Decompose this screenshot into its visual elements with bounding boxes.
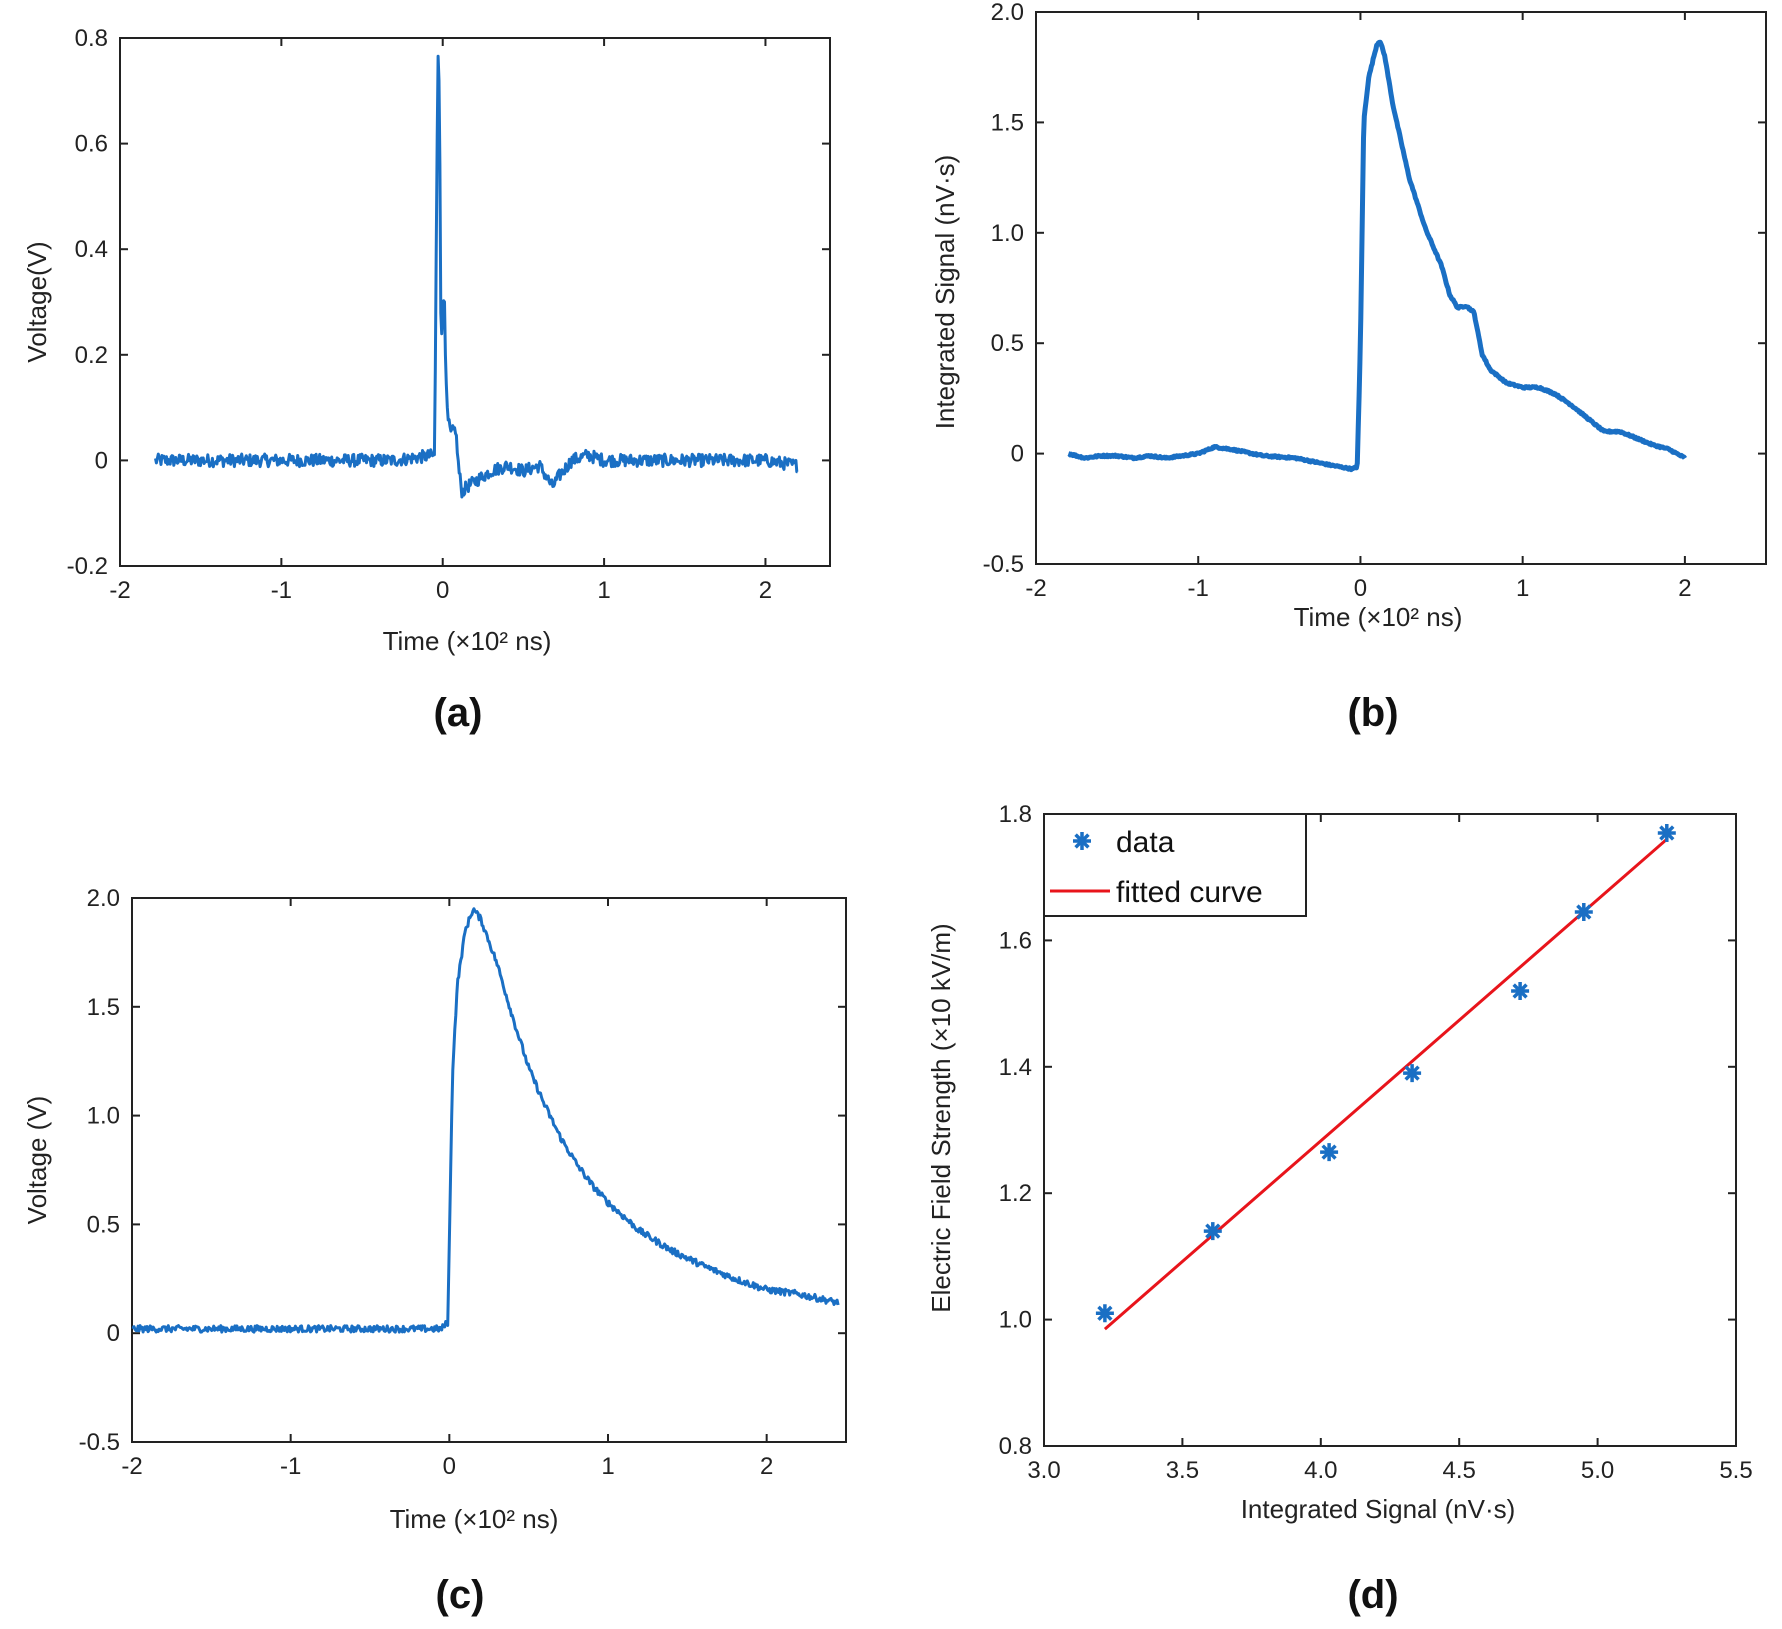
- panel-a-ytick-label: 0.8: [75, 25, 108, 52]
- panel-c: -2 -1 0 1 2 -0.5 0 0.5 1.0 1.5 2.0 Time (×10² ns)…: [22, 885, 847, 1617]
- panel-b-plot-area: [1035, 11, 1767, 565]
- panel-c-xlabel: Time (×10² ns): [390, 1504, 559, 1534]
- panel-b-xtick-label: 1: [1516, 575, 1529, 602]
- panel-d: 3.0 3.5 4.0 4.5 5.0 5.5 0.8 1.0 1.2 1.4 1.6 1.8 da…: [926, 801, 1753, 1617]
- panel-a-xtick-label: -2: [109, 577, 130, 604]
- panel-d-fit-line: [1103, 838, 1668, 1331]
- panel-d-xtick-label: 5.0: [1581, 1457, 1614, 1484]
- panel-b-ytick-label: 1.0: [991, 220, 1024, 247]
- panel-d-scatter-points: [1095, 824, 1676, 1323]
- panel-d-legend-star-glyph: [1073, 832, 1091, 850]
- panel-b-ytick-label: -0.5: [983, 551, 1024, 578]
- panel-b-xtick-label: -1: [1188, 575, 1209, 602]
- panel-d-data-point: [1657, 824, 1676, 842]
- panel-b-ytick-label: 0.5: [991, 330, 1024, 357]
- panel-b: -2 -1 0 1 2 -0.5 0 0.5 1.0 1.5 2.0 Time (×10² ns)…: [930, 0, 1767, 735]
- panel-b-xtick-label: 2: [1678, 575, 1691, 602]
- panel-c-plot-area: [131, 897, 847, 1443]
- panel-b-ylabel: Integrated Signal (nV·s): [930, 155, 960, 430]
- panel-d-ylabel: Electric Field Strength (×10 kV/m): [926, 923, 956, 1312]
- panel-c-yticks: -0.5 0 0.5 1.0 1.5 2.0: [79, 885, 846, 1456]
- panel-d-ytick-label: 0.8: [999, 1433, 1032, 1460]
- panel-a-xtick-label: 1: [597, 577, 610, 604]
- panel-b-ytick-label: 2.0: [991, 0, 1024, 26]
- panel-d-data-point: [1403, 1064, 1422, 1083]
- panel-c-xtick-label: 0: [443, 1453, 456, 1480]
- panel-d-data-point: [1320, 1143, 1339, 1162]
- panel-d-ytick-label: 1.8: [999, 801, 1032, 828]
- panel-b-xtick-label: -2: [1025, 575, 1046, 602]
- panel-d-data-point: [1574, 903, 1593, 921]
- panel-a-series-line: [154, 54, 799, 499]
- panel-a-ytick-label: 0.4: [75, 236, 108, 263]
- panel-d-legend: data fitted curve: [1043, 813, 1307, 917]
- panel-d-xtick-label: 5.5: [1719, 1457, 1752, 1484]
- panel-a-ytick-label: 0: [95, 447, 108, 474]
- panel-d-xticks: 3.0 3.5 4.0 4.5 5.0 5.5: [1027, 814, 1753, 1484]
- panel-d-data-point: [1511, 982, 1530, 1000]
- panel-d-xlabel: Integrated Signal (nV·s): [1241, 1494, 1516, 1524]
- panel-d-tag: (d): [1347, 1573, 1398, 1617]
- panel-c-ytick-label: -0.5: [79, 1429, 120, 1456]
- panel-d-ytick-label: 1.0: [999, 1307, 1032, 1334]
- panel-c-ytick-label: 1.5: [87, 994, 120, 1021]
- panel-a-ylabel: Voltage(V): [22, 241, 52, 362]
- panel-a-ytick-label: 0.6: [75, 131, 108, 158]
- panel-d-legend-box: [1043, 813, 1307, 917]
- panel-c-ytick-label: 1.0: [87, 1103, 120, 1130]
- panel-a-tag: (a): [434, 691, 483, 735]
- panel-a-xtick-label: 0: [436, 577, 449, 604]
- panel-b-yticks: -0.5 0 0.5 1.0 1.5 2.0: [983, 0, 1766, 578]
- panel-d-data-point: [1203, 1222, 1222, 1241]
- panel-a-ytick-label: 0.2: [75, 342, 108, 369]
- panel-c-ytick-label: 0.5: [87, 1211, 120, 1238]
- panel-d-plot-area: [1043, 813, 1737, 1447]
- panel-a-ytick-label: -0.2: [67, 553, 108, 580]
- panel-c-ytick-label: 2.0: [87, 885, 120, 912]
- panel-a: -2 -1 0 1 2 -0.2 0 0.2 0.4 0.6 0.8 Time (×10² ns)…: [22, 25, 831, 735]
- panel-d-yticks: 0.8 1.0 1.2 1.4 1.6 1.8: [999, 801, 1736, 1460]
- panel-a-xlabel: Time (×10² ns): [383, 626, 552, 656]
- panel-b-series-line: [1066, 39, 1688, 473]
- panel-b-xlabel: Time (×10² ns): [1294, 602, 1463, 632]
- panel-a-xticks: -2 -1 0 1 2: [109, 38, 772, 604]
- panel-d-legend-data-marker: [1073, 832, 1091, 850]
- panel-b-xticks: -2 -1 0 1 2: [1025, 12, 1692, 602]
- panel-d-ytick-label: 1.2: [999, 1180, 1032, 1207]
- panel-c-ytick-label: 0: [107, 1320, 120, 1347]
- panel-a-yticks: -0.2 0 0.2 0.4 0.6 0.8: [67, 25, 830, 580]
- panel-c-tag: (c): [436, 1573, 485, 1617]
- panel-c-xtick-label: 1: [601, 1453, 614, 1480]
- panel-d-xtick-label: 4.0: [1304, 1457, 1337, 1484]
- panel-d-ytick-label: 1.6: [999, 927, 1032, 954]
- panel-d-xtick-label: 3.0: [1027, 1457, 1060, 1484]
- panel-d-ytick-label: 1.4: [999, 1054, 1032, 1081]
- panel-a-plot-area: [119, 37, 831, 567]
- panel-b-ytick-label: 0: [1011, 441, 1024, 468]
- panel-d-xtick-label: 4.5: [1443, 1457, 1476, 1484]
- panel-c-xtick-label: -2: [121, 1453, 142, 1480]
- panel-d-legend-fit-label: fitted curve: [1116, 876, 1263, 909]
- panel-c-xtick-label: 2: [760, 1453, 773, 1480]
- panel-c-xtick-label: -1: [280, 1453, 301, 1480]
- panel-c-series-line: [131, 907, 840, 1334]
- panel-c-ylabel: Voltage (V): [22, 1096, 52, 1225]
- panel-b-tag: (b): [1347, 691, 1398, 735]
- panel-a-xtick-label: 2: [759, 577, 772, 604]
- panel-a-xtick-label: -1: [271, 577, 292, 604]
- panel-c-xticks: -2 -1 0 1 2: [121, 898, 773, 1480]
- panel-b-xtick-label: 0: [1354, 575, 1367, 602]
- panel-d-xtick-label: 3.5: [1166, 1457, 1199, 1484]
- panel-d-data-point: [1095, 1304, 1114, 1323]
- panel-b-ytick-label: 1.5: [991, 109, 1024, 136]
- panel-d-legend-data-label: data: [1116, 826, 1175, 859]
